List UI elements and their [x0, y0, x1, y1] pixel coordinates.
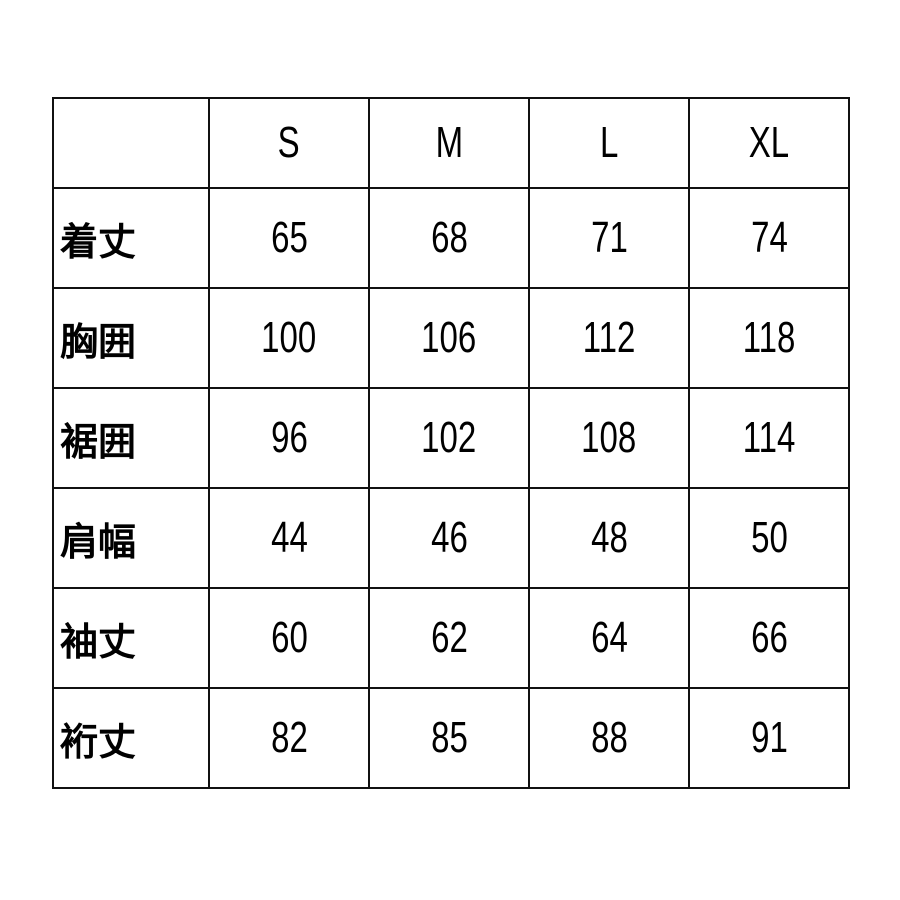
value-text: 50	[750, 513, 788, 562]
size-header-text: L	[599, 118, 619, 167]
measurement-label: 胸囲	[52, 287, 210, 389]
measurement-label: 裾囲	[52, 387, 210, 489]
measurement-label: 肩幅	[52, 487, 210, 589]
measurement-label: 着丈	[52, 187, 210, 289]
measurement-value: 114	[688, 387, 850, 489]
value-text: 100	[261, 313, 317, 362]
value-text: 65	[270, 213, 308, 262]
measurement-value: 50	[688, 487, 850, 589]
size-header-text: M	[435, 118, 463, 167]
value-text: 71	[590, 213, 628, 262]
table-row: 着丈 65 68 71 74	[52, 187, 850, 289]
value-text: 60	[270, 613, 308, 662]
value-text: 102	[421, 413, 477, 462]
size-header: M	[368, 97, 530, 189]
value-text: 96	[270, 413, 308, 462]
size-chart-table: S M L XL 着丈 65 68 71 74 胸囲 100 106 112 118 裾囲 96 102 108 1…	[52, 97, 850, 789]
measurement-value: 91	[688, 687, 850, 789]
measurement-value: 48	[528, 487, 690, 589]
measurement-value: 44	[208, 487, 370, 589]
value-text: 74	[750, 213, 788, 262]
value-text: 91	[750, 713, 788, 762]
table-row: 肩幅 44 46 48 50	[52, 487, 850, 589]
value-text: 48	[590, 513, 628, 562]
size-header: S	[208, 97, 370, 189]
measurement-value: 112	[528, 287, 690, 389]
table-row: 裄丈 82 85 88 91	[52, 687, 850, 789]
measurement-value: 60	[208, 587, 370, 689]
size-header: XL	[688, 97, 850, 189]
value-text: 88	[590, 713, 628, 762]
size-header: L	[528, 97, 690, 189]
value-text: 46	[430, 513, 468, 562]
measurement-value: 71	[528, 187, 690, 289]
measurement-value: 88	[528, 687, 690, 789]
value-text: 106	[421, 313, 477, 362]
value-text: 44	[270, 513, 308, 562]
value-text: 68	[430, 213, 468, 262]
table-row: 袖丈 60 62 64 66	[52, 587, 850, 689]
measurement-value: 66	[688, 587, 850, 689]
measurement-value: 118	[688, 287, 850, 389]
measurement-value: 68	[368, 187, 530, 289]
measurement-value: 74	[688, 187, 850, 289]
measurement-value: 100	[208, 287, 370, 389]
value-text: 118	[742, 313, 796, 362]
value-text: 82	[270, 713, 308, 762]
table-row: 胸囲 100 106 112 118	[52, 287, 850, 389]
value-text: 62	[430, 613, 468, 662]
value-text: 64	[590, 613, 628, 662]
header-row: S M L XL	[52, 97, 850, 189]
value-text: 85	[430, 713, 468, 762]
measurement-value: 62	[368, 587, 530, 689]
value-text: 114	[742, 413, 796, 462]
corner-cell	[52, 97, 210, 189]
table-row: 裾囲 96 102 108 114	[52, 387, 850, 489]
measurement-value: 102	[368, 387, 530, 489]
measurement-value: 106	[368, 287, 530, 389]
measurement-value: 108	[528, 387, 690, 489]
measurement-value: 82	[208, 687, 370, 789]
size-header-text: S	[277, 118, 301, 167]
measurement-value: 96	[208, 387, 370, 489]
measurement-value: 46	[368, 487, 530, 589]
value-text: 112	[582, 313, 636, 362]
measurement-value: 64	[528, 587, 690, 689]
measurement-label: 裄丈	[52, 687, 210, 789]
value-text: 66	[750, 613, 788, 662]
measurement-value: 65	[208, 187, 370, 289]
measurement-label: 袖丈	[52, 587, 210, 689]
size-header-text: XL	[748, 118, 790, 167]
value-text: 108	[581, 413, 637, 462]
measurement-value: 85	[368, 687, 530, 789]
